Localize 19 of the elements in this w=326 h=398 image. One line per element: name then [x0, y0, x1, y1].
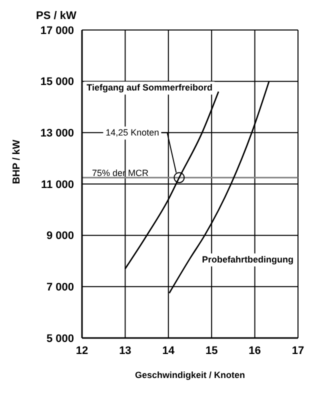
series-label: Probefahrtbedingung: [202, 254, 294, 264]
x-tick-label: 12: [76, 344, 88, 357]
x-axis-title: Geschwindigkeit / Knoten: [134, 370, 246, 380]
text: PS / kW: [36, 10, 76, 22]
y-tick-label: 13 000: [40, 128, 74, 140]
y-tick-label: 11 000: [40, 178, 74, 191]
y-axis-title: BHP / kW: [12, 139, 23, 184]
x-tick-label: 16: [248, 344, 261, 357]
x-tick-label: 17: [292, 344, 304, 357]
y-tick-label: 5 000: [46, 332, 74, 345]
y-tick-label: 7 000: [46, 282, 74, 294]
y-tick-label: 9 000: [46, 230, 74, 242]
x-tick-label: 14: [162, 344, 176, 357]
y-tick-label: 15 000: [40, 76, 74, 88]
annotation: 14,25 Knoten: [106, 128, 160, 138]
x-tick-label: 13: [119, 344, 132, 357]
series-label: Tiefgang auf Sommerfreibord: [86, 82, 213, 93]
y-tick-label: 17 000: [40, 24, 74, 37]
x-tick-label: 15: [205, 344, 218, 357]
